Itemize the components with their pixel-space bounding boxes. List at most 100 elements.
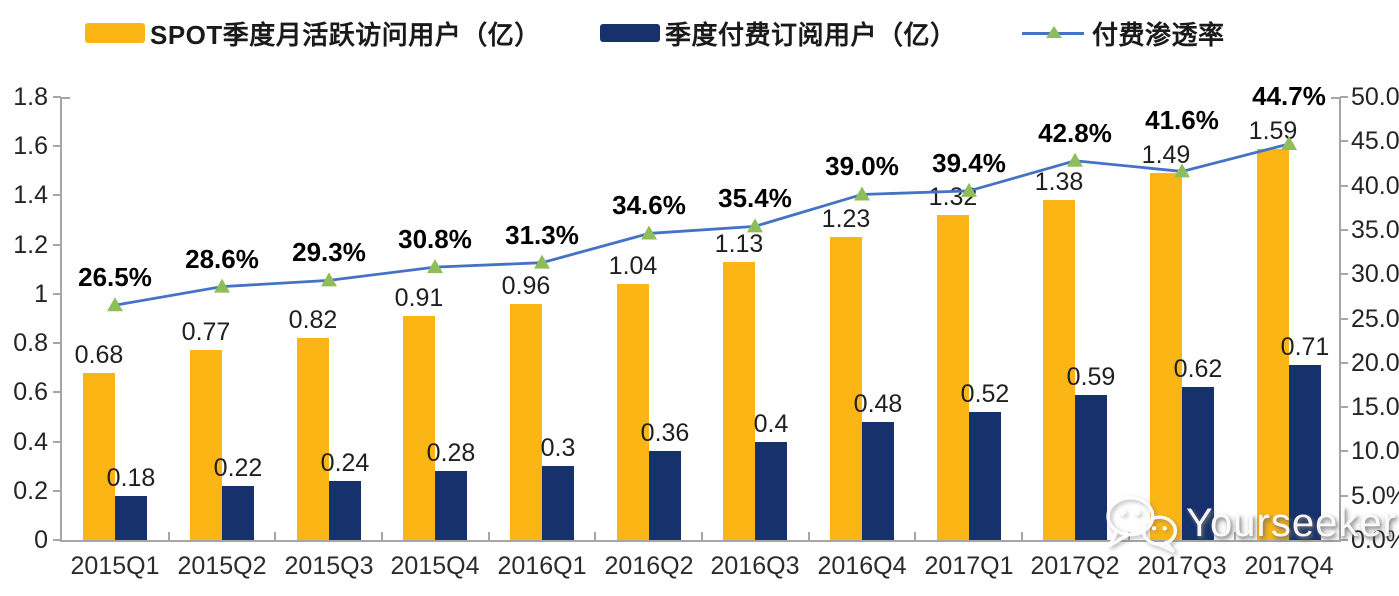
bar-subscribers-value-label: 0.22: [213, 454, 263, 482]
right-axis-tick-label: 15.0%: [1351, 393, 1399, 422]
bar-subscribers-value-label: 0.3: [540, 434, 576, 462]
left-axis-tick: [53, 292, 61, 295]
left-axis-line: [60, 97, 62, 542]
penetration-point: [1174, 163, 1190, 178]
right-axis-tick: [1340, 273, 1348, 276]
right-axis-tick: [1340, 96, 1348, 98]
bar-subscribers: [755, 442, 787, 540]
right-axis-tick: [1340, 539, 1348, 541]
legend-label-penetration: 付费渗透率: [1092, 19, 1225, 50]
penetration-value-label: 31.3%: [505, 220, 579, 250]
left-axis-tick-label: 1: [34, 279, 48, 308]
bottom-axis-tick: [808, 532, 810, 540]
bar-subscribers-value-label: 0.59: [1066, 363, 1116, 391]
mau-bar-swatch: [85, 23, 145, 43]
x-axis-label: 2015Q1: [70, 552, 160, 580]
penetration-point: [321, 272, 337, 287]
bar-subscribers: [1075, 395, 1107, 540]
bar-subscribers: [969, 412, 1001, 540]
left-axis-tick: [53, 145, 61, 148]
bar-subscribers-value-label: 0.36: [640, 419, 690, 447]
penetration-value-label: 30.8%: [398, 224, 472, 254]
right-axis-tick: [1340, 317, 1348, 320]
bar-subscribers-value-label: 0.28: [426, 439, 476, 467]
right-axis-tick-label: 25.0%: [1351, 304, 1399, 333]
legend-label-subscribers: 季度付费订阅用户（亿）: [665, 19, 957, 50]
bar-mau: [617, 284, 649, 540]
bottom-axis-tick: [274, 532, 276, 540]
left-axis-tick-label: 1.4: [13, 181, 48, 210]
subscribers-bar-swatch: [600, 24, 660, 42]
penetration-value-label: 34.6%: [612, 190, 686, 220]
watermark-text: Yourseeker: [1186, 500, 1397, 545]
right-axis-tick: [1340, 406, 1348, 409]
penetration-value-label: 44.7%: [1252, 81, 1326, 111]
x-axis-label: 2017Q1: [924, 552, 1014, 580]
bar-mau-value-label: 0.96: [501, 272, 551, 300]
bottom-axis-tick: [381, 532, 383, 540]
bar-mau-value-label: 1.38: [1034, 168, 1084, 196]
triangle-marker-icon: [1046, 26, 1062, 38]
right-axis-top-cap: [1331, 97, 1341, 99]
x-axis-label: 2017Q4: [1244, 552, 1334, 580]
penetration-point: [427, 259, 443, 274]
legend-item-subscribers: 季度付费订阅用户（亿）: [600, 18, 957, 50]
bar-mau: [297, 338, 329, 540]
bottom-axis-line: [60, 540, 1341, 542]
legend-item-mau: SPOT季度月活跃访问用户（亿）: [85, 18, 541, 50]
plot-area: 0.68 0.18 0.77 0.22 0.82 0.24 0.91 0.28 0.96 0.3 1…: [62, 81, 1342, 540]
bar-subscribers-value-label: 0.71: [1280, 333, 1330, 361]
bar-subscribers-value-label: 0.18: [106, 464, 156, 492]
right-axis-tick-label: 45.0%: [1351, 127, 1399, 156]
x-axis-label: 2016Q2: [604, 552, 694, 580]
right-axis-tick-label: 30.0%: [1351, 260, 1399, 289]
bottom-axis-tick: [168, 532, 170, 540]
bottom-axis-tick: [488, 532, 490, 540]
bar-mau: [83, 373, 115, 540]
bar-mau-value-label: 0.91: [394, 284, 444, 312]
bar-mau: [510, 304, 542, 540]
bar-subscribers: [542, 466, 574, 540]
penetration-value-label: 35.4%: [718, 183, 792, 213]
bar-mau: [937, 215, 969, 540]
penetration-line: [107, 135, 1297, 312]
bar-mau-value-label: 1.13: [714, 230, 764, 258]
bar-subscribers: [1289, 365, 1321, 540]
right-axis-tick-label: 20.0%: [1351, 348, 1399, 377]
penetration-point: [747, 218, 763, 233]
right-axis-tick: [1340, 140, 1348, 143]
bottom-axis-tick: [914, 532, 916, 540]
penetration-value-label: 39.4%: [932, 148, 1006, 178]
bar-mau-value-label: 1.04: [608, 252, 658, 280]
penetration-value-label: 29.3%: [292, 237, 366, 267]
bar-subscribers: [862, 422, 894, 540]
left-axis-tick: [53, 243, 61, 246]
left-axis-tick: [53, 440, 61, 443]
bar-subscribers-value-label: 0.24: [320, 449, 370, 477]
left-axis-tick-label: 0.6: [13, 378, 48, 407]
x-axis-label: 2016Q4: [817, 552, 907, 580]
bar-subscribers: [329, 481, 361, 540]
penetration-point: [961, 182, 977, 197]
bar-mau-value-label: 0.82: [288, 306, 338, 334]
bar-subscribers-value-label: 0.48: [853, 390, 903, 418]
penetration-point: [534, 254, 550, 269]
right-axis-tick-label: 50.0%: [1351, 83, 1399, 111]
bar-mau-value-label: 0.77: [181, 318, 231, 346]
left-axis-tick: [53, 194, 61, 197]
right-axis-tick: [1340, 450, 1348, 453]
left-axis-tick-label: 1.8: [13, 83, 48, 111]
penetration-line-path: [114, 142, 1290, 307]
x-axis-label: 2017Q2: [1030, 552, 1120, 580]
left-axis-tick: [53, 391, 61, 394]
left-axis-top-cap: [60, 97, 70, 99]
penetration-line-swatch: [1022, 23, 1084, 43]
watermark: Yourseeker: [1102, 492, 1397, 554]
bottom-axis-tick: [701, 532, 703, 540]
penetration-value-label: 28.6%: [185, 244, 259, 274]
penetration-value-label: 39.0%: [825, 151, 899, 181]
penetration-point: [1067, 152, 1083, 167]
penetration-point: [641, 225, 657, 240]
penetration-point: [1281, 135, 1297, 150]
bottom-axis-tick: [594, 532, 596, 540]
